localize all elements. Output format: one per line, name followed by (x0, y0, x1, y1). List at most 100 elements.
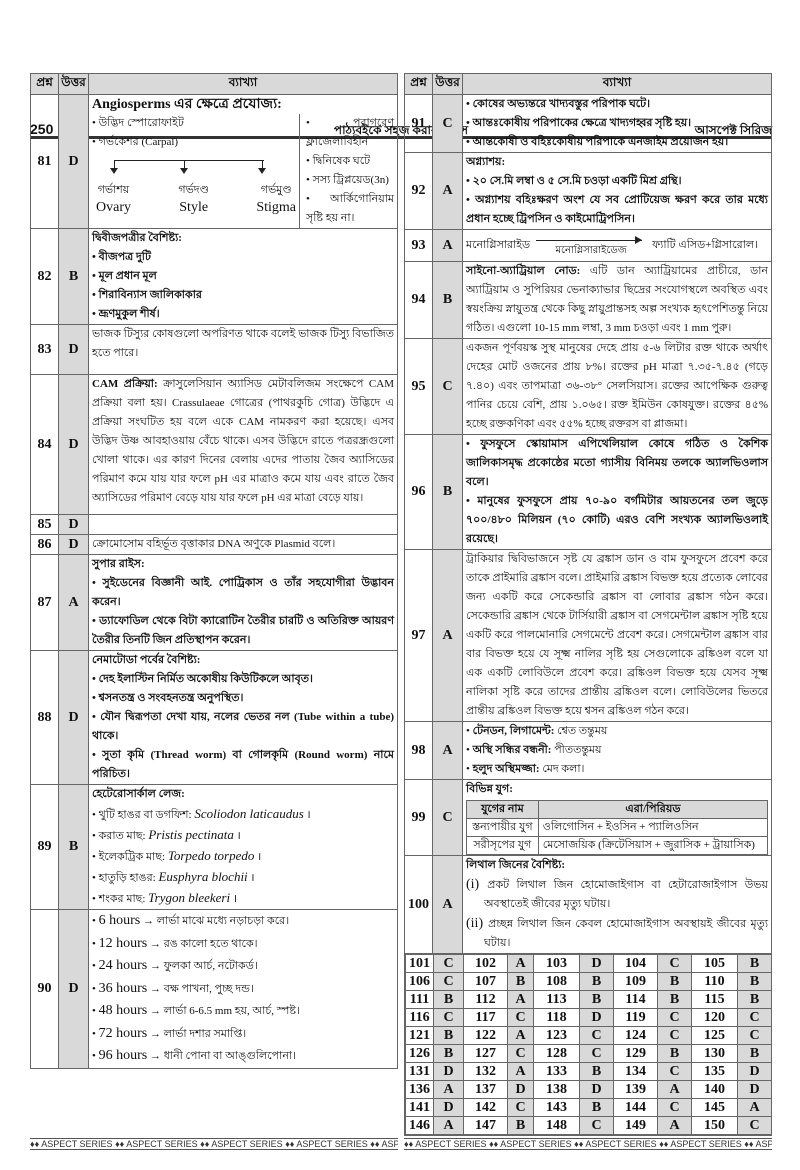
answer-letter: A (507, 990, 534, 1009)
bullet-item: দ্বিনিষেক ঘটে (306, 152, 394, 171)
answer-letter: B (433, 990, 464, 1009)
section-heading: অগ্ন্যাশয়: (466, 156, 506, 168)
carpal-parts: গর্ভাশয় Ovary গর্ভদণ্ড Style গর্ভমুণ্ড Stigm… (96, 182, 296, 216)
question-number: 134 (613, 1062, 658, 1081)
question-number: 137 (463, 1080, 508, 1099)
answer-letter: A (433, 1116, 464, 1135)
question-row: 99 C বিভিন্ন যুগ: যুগের নাম এরা/পিরিয়ড স্তন্… (404, 779, 772, 856)
numbered-item: (i) প্রকট লিথাল জিন হোমোজাইগাস বা হেটারো… (466, 875, 768, 914)
col-explanation: ব্যাখ্যা (88, 73, 398, 95)
left-answer-table: প্রশ্ন উত্তর ব্যাখ্যা 81 D Angiosperms এর … (30, 73, 398, 1069)
answer-letter: A (432, 229, 463, 262)
explanation-cell: টেনডন, লিগামেন্ট: শ্বেত তন্তুময়অস্থি সন… (462, 721, 772, 780)
paragraph: CAM প্রক্রিয়া: ক্রাসুলেসিয়ান অ্যাসিড ম… (92, 375, 394, 508)
answer-grid-row: 111 B 112 A 113 B 114 B 115 B (405, 990, 772, 1009)
question-number: 138 (533, 1080, 580, 1099)
answer-letter: B (58, 784, 89, 910)
lead-term: সাইনো-অ্যাট্রিয়াল নোড: (466, 265, 590, 277)
era-table: যুগের নাম এরা/পিরিয়ড স্তন্যপায়ীর যুগ ওলিগ… (466, 800, 769, 855)
angio-title: Angiosperms এর ক্ষেত্রে প্রযোজ্য: (92, 97, 282, 112)
answer-letter: B (433, 1026, 464, 1045)
question-number: 145 (691, 1098, 738, 1117)
explanation-cell: ক্রোমোসোম বহির্ভূত বৃত্তাকার DNA অণুকে P… (88, 534, 398, 555)
question-number: 130 (691, 1044, 738, 1063)
hour-label: 36 hours (98, 980, 148, 996)
answer-letter: C (579, 1116, 614, 1135)
question-number: 83 (30, 324, 59, 375)
species-common-name: ইলেকট্রিক মাছ: (98, 851, 168, 863)
bullet-item: কোষের অভ্যন্তরে খাদ্যবস্তুর পরিপাক ঘটে। (466, 95, 768, 114)
hour-item: 12 hours → রঙ কালো হতে থাকে। (92, 933, 394, 956)
hour-item: 72 hours → লার্ভা দশার সমাপ্তি। (92, 1023, 394, 1046)
question-number: 110 (691, 972, 738, 991)
footer-strip-right: ♦♦ ASPECT SERIES ♦♦ ASPECT SERIES ♦♦ ASP… (404, 1138, 772, 1150)
question-number: 102 (463, 954, 508, 973)
spacer (30, 1069, 398, 1071)
question-number: 144 (613, 1098, 658, 1117)
item-text: পীততন্তুময় (554, 744, 602, 756)
question-row: 98Aটেনডন, লিগামেন্ট: শ্বেত তন্তুময়অস্থি… (404, 721, 772, 780)
question-row: 85 D (30, 514, 398, 535)
bullet-item: শ্বসনতন্ত্র ও সংবহনতন্ত্র অনুপস্থিত। (92, 689, 394, 708)
question-number: 132 (463, 1062, 508, 1081)
question-number: 109 (613, 972, 658, 991)
answer-grid-row: 131 D 132 A 133 B 134 C 135 D (405, 1062, 772, 1081)
answer-letter: A (58, 554, 89, 651)
question-row: 83 D ভাজক টিস্যুর কোষগুলো অপরিণত থাকে বলেই… (30, 324, 398, 375)
answer-letter: D (737, 1080, 772, 1099)
answer-grid-row: 106 C 107 B 108 B 109 B 110 B (405, 972, 772, 991)
answer-letter: A (737, 1098, 772, 1117)
question-number: 99 (404, 779, 433, 856)
question-number: 128 (533, 1044, 580, 1063)
question-number: 118 (533, 1008, 580, 1027)
paragraph: ক্রোমোসোম বহির্ভূত বৃত্তাকার DNA অণুকে P… (92, 535, 394, 554)
hour-text: লার্ভা মাঝে মধ্যে নড়াচড়া করে। (156, 915, 290, 927)
hour-text: ধানী পোনা বা আঙ্গুলিপোনা। (163, 1050, 297, 1062)
question-number: 93 (404, 229, 433, 262)
item-number: (i) (466, 877, 488, 892)
part-bn: গর্ভাশয় (97, 184, 130, 196)
question-number: 115 (691, 990, 738, 1009)
answer-letter: B (433, 1044, 464, 1063)
question-number: 117 (463, 1008, 508, 1027)
angio-left: উদ্ভিদ স্পোরোফাইটগর্ভকেশর (Carpal) গর্ভাশ… (92, 114, 300, 228)
era-row: যুগের নাম এরা/পিরিয়ড (466, 800, 769, 819)
question-number: 98 (404, 721, 433, 780)
angio-columns: উদ্ভিদ স্পোরোফাইটগর্ভকেশর (Carpal) গর্ভাশ… (92, 114, 394, 228)
question-number: 121 (405, 1026, 434, 1045)
question-number: 126 (405, 1044, 434, 1063)
answer-letter: D (737, 1062, 772, 1081)
bullet-item: বীজপত্র দুটি (92, 248, 394, 267)
paragraph: সাইনো-অ্যাট্রিয়াল নোড: এটি ডান অ্যাট্রি… (466, 262, 768, 338)
question-number: 141 (405, 1098, 434, 1117)
question-number: 92 (404, 152, 433, 230)
question-number: 133 (533, 1062, 580, 1081)
item-text: শ্বেত তন্তুময় (557, 725, 608, 737)
answer-letter: D (579, 954, 614, 973)
carpal-part: গর্ভমুণ্ড Stigma (256, 182, 296, 216)
question-number: 135 (691, 1062, 738, 1081)
answer-grid-row: 116 C 117 C 118 D 119 C 120 C (405, 1008, 772, 1027)
question-row: 93 A মনোগ্লিসারাইড মনোগ্লিসারাইডেজ ফ্যাটি এস… (404, 229, 772, 262)
answer-letter: B (657, 1044, 692, 1063)
answer-letter: C (432, 94, 463, 153)
era-name: সরীসৃপের যুগ (466, 836, 539, 855)
enzyme-arrow: মনোগ্লিসারাইডেজ (536, 234, 646, 257)
part-bn: গর্ভমুণ্ড (260, 184, 292, 196)
question-number: 149 (613, 1116, 658, 1135)
question-number: 88 (30, 650, 59, 785)
question-number: 104 (613, 954, 658, 973)
answer-letter: B (507, 972, 534, 991)
bullet-item: ২০ সে.মি লম্বা ও ৫ সে.মি চওড়া একটি মিশ্… (466, 172, 768, 191)
bullet-item: অগ্ন্যাশয় বহিঃক্ষরণ অংশ যে সব প্রোটিয়ে… (466, 191, 768, 229)
answer-letter: D (58, 650, 89, 785)
answer-letter: C (579, 1044, 614, 1063)
question-number: 107 (463, 972, 508, 991)
species-item: হাতুড়ি হাঙর: Eusphyra blochii । (92, 867, 394, 888)
explanation-cell: সাইনো-অ্যাট্রিয়াল নোড: এটি ডান অ্যাট্রি… (462, 261, 772, 339)
hour-text: লার্ভা 6-6.5 mm হয়, আর্চ, স্পষ্ট। (163, 1005, 300, 1017)
explanation-cell: লিথাল জিনের বৈশিষ্ট্য: (i) প্রকট লিথাল জি… (462, 855, 772, 954)
